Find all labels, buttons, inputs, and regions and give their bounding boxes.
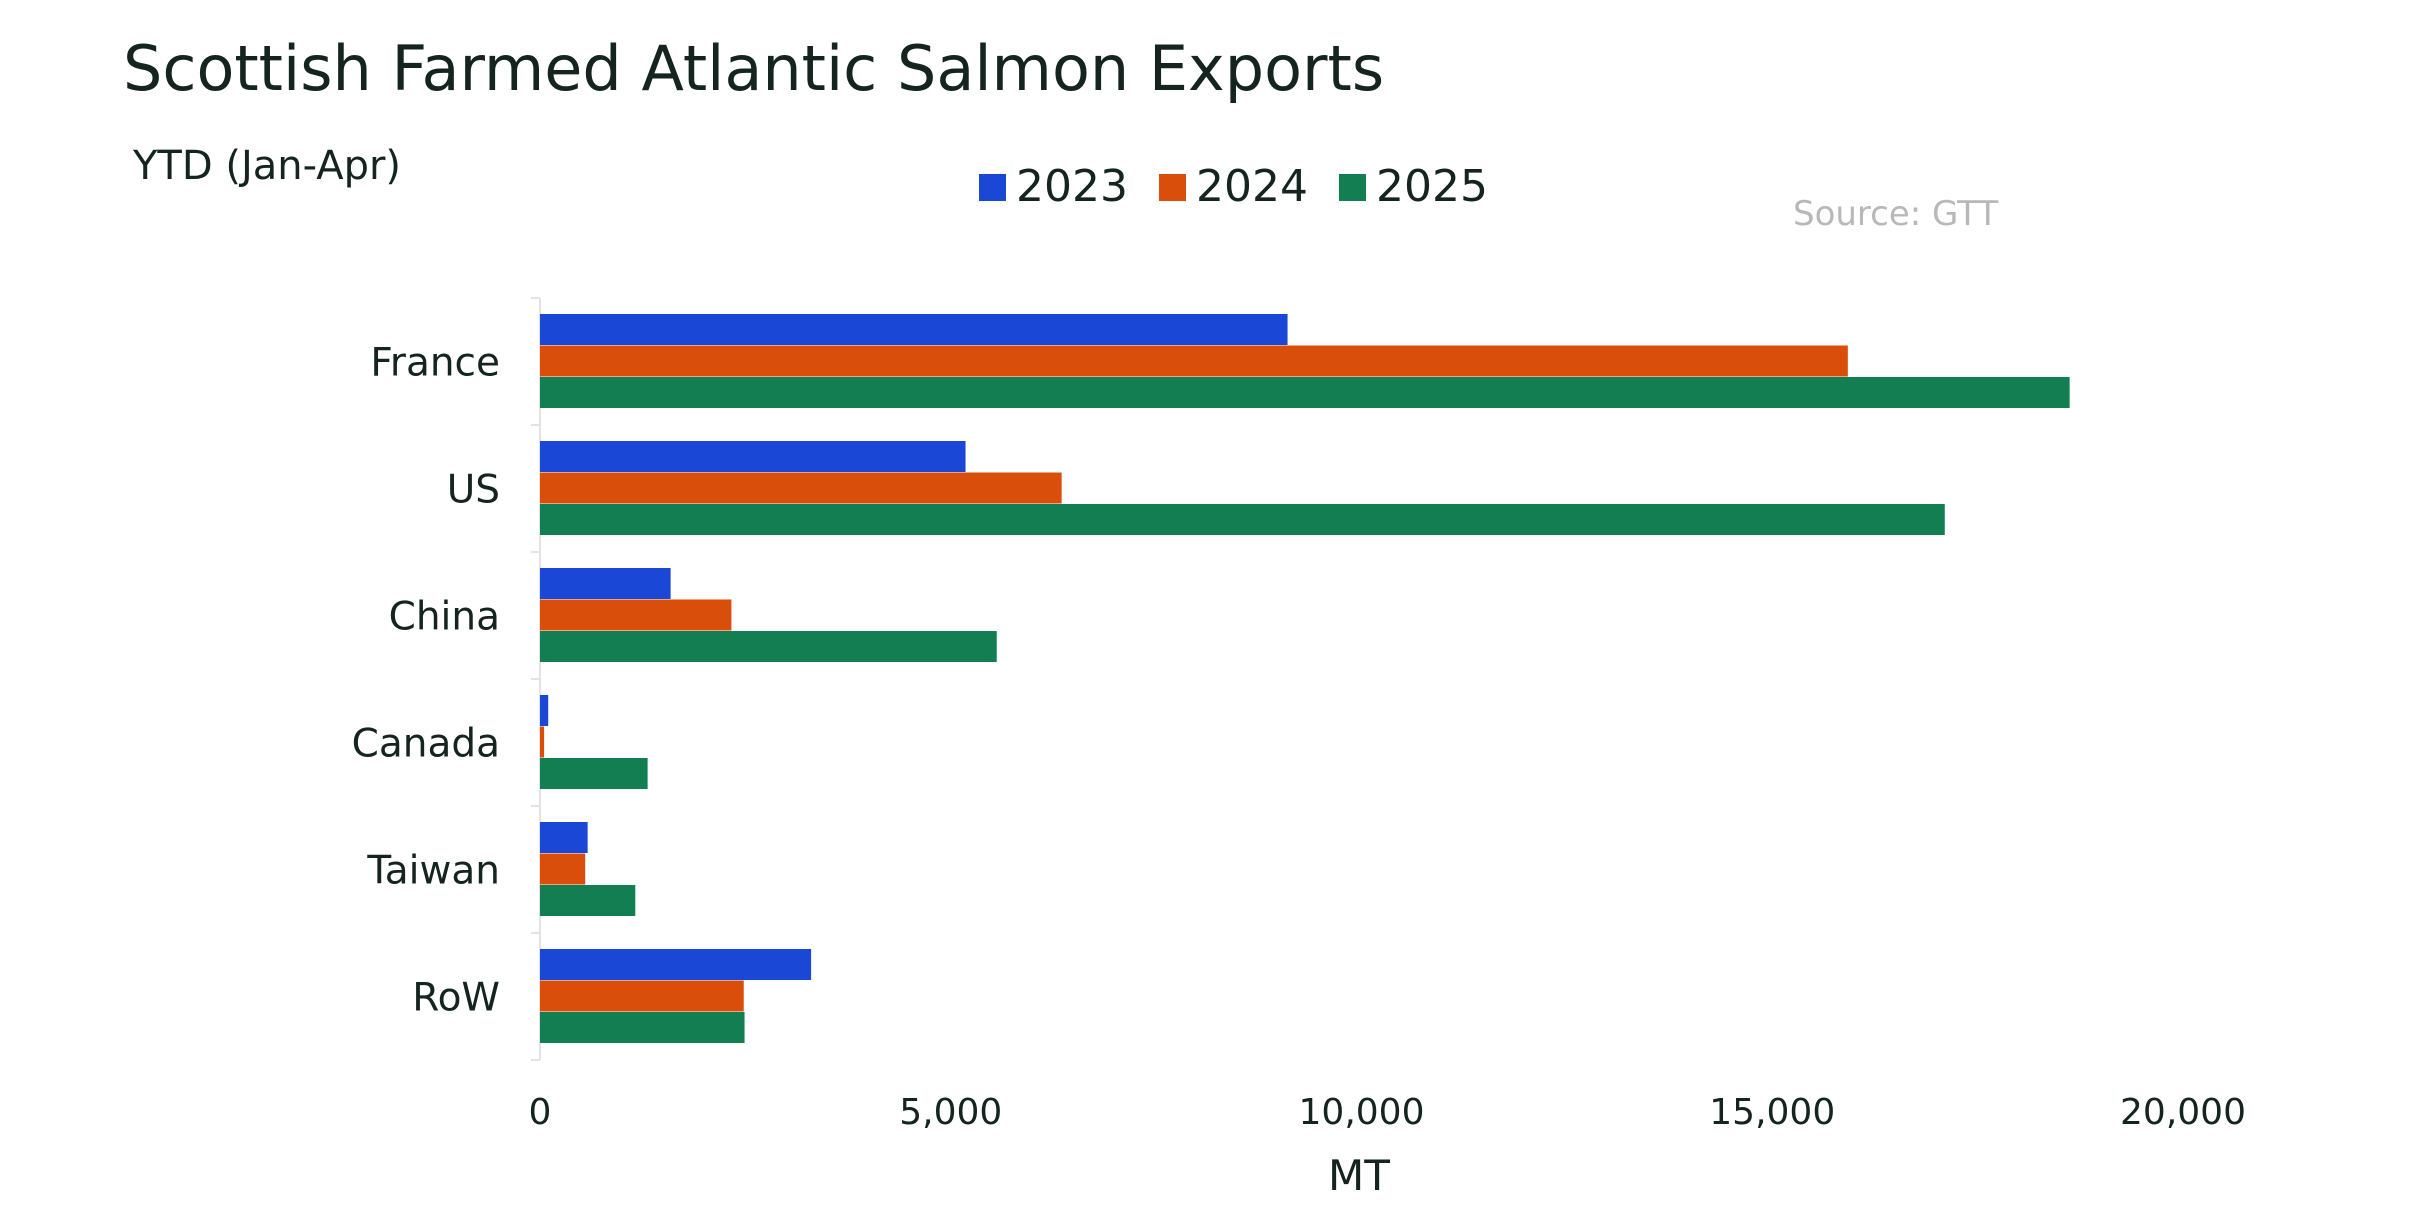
x-axis-title: MT [1328,1151,1390,1200]
category-label: China [389,594,500,639]
bar-canada-2023 [540,695,549,726]
legend: 2023 2024 2025 [979,161,1488,212]
bar-taiwan-2024 [540,853,586,885]
legend-swatch-2023 [979,174,1006,201]
bar-france-2025 [540,377,2070,408]
bar-taiwan-2023 [540,822,588,853]
bar-china-2023 [540,568,671,599]
chart-title: Scottish Farmed Atlantic Salmon Exports [123,32,1384,105]
bar-taiwan-2025 [540,885,636,916]
x-tick-label: 0 [529,1092,552,1133]
bar-china-2025 [540,631,997,662]
plot-area: France US China Canada Taiwan RoW 0 5,000 10,000… [352,297,2246,1133]
category-label: Canada [352,721,500,766]
legend-swatch-2024 [1159,174,1186,201]
legend-label-2023: 2023 [1016,161,1128,212]
chart-source: Source: GTT [1793,194,1998,234]
x-tick-label: 5,000 [899,1092,1002,1133]
legend-label-2024: 2024 [1196,161,1308,212]
legend-label-2025: 2025 [1376,161,1488,212]
bar-row-2024 [540,980,744,1012]
category-label: RoW [412,975,500,1020]
bar-row-2025 [540,1012,745,1043]
bar-france-2024 [540,345,1848,377]
bar-us-2025 [540,504,1945,535]
category-label: Taiwan [366,848,500,893]
legend-swatch-2025 [1339,174,1366,201]
bar-us-2024 [540,472,1062,504]
bar-us-2023 [540,441,966,472]
bar-canada-2024 [540,726,545,758]
category-label: France [370,340,500,385]
x-tick-label: 20,000 [2120,1092,2246,1133]
bar-france-2023 [540,314,1288,345]
category-label: US [447,467,500,512]
chart-subtitle: YTD (Jan-Apr) [132,143,401,189]
bar-china-2024 [540,599,732,631]
x-tick-label: 15,000 [1709,1092,1835,1133]
bar-canada-2025 [540,758,648,789]
x-tick-label: 10,000 [1299,1092,1425,1133]
bar-row-2023 [540,949,812,980]
